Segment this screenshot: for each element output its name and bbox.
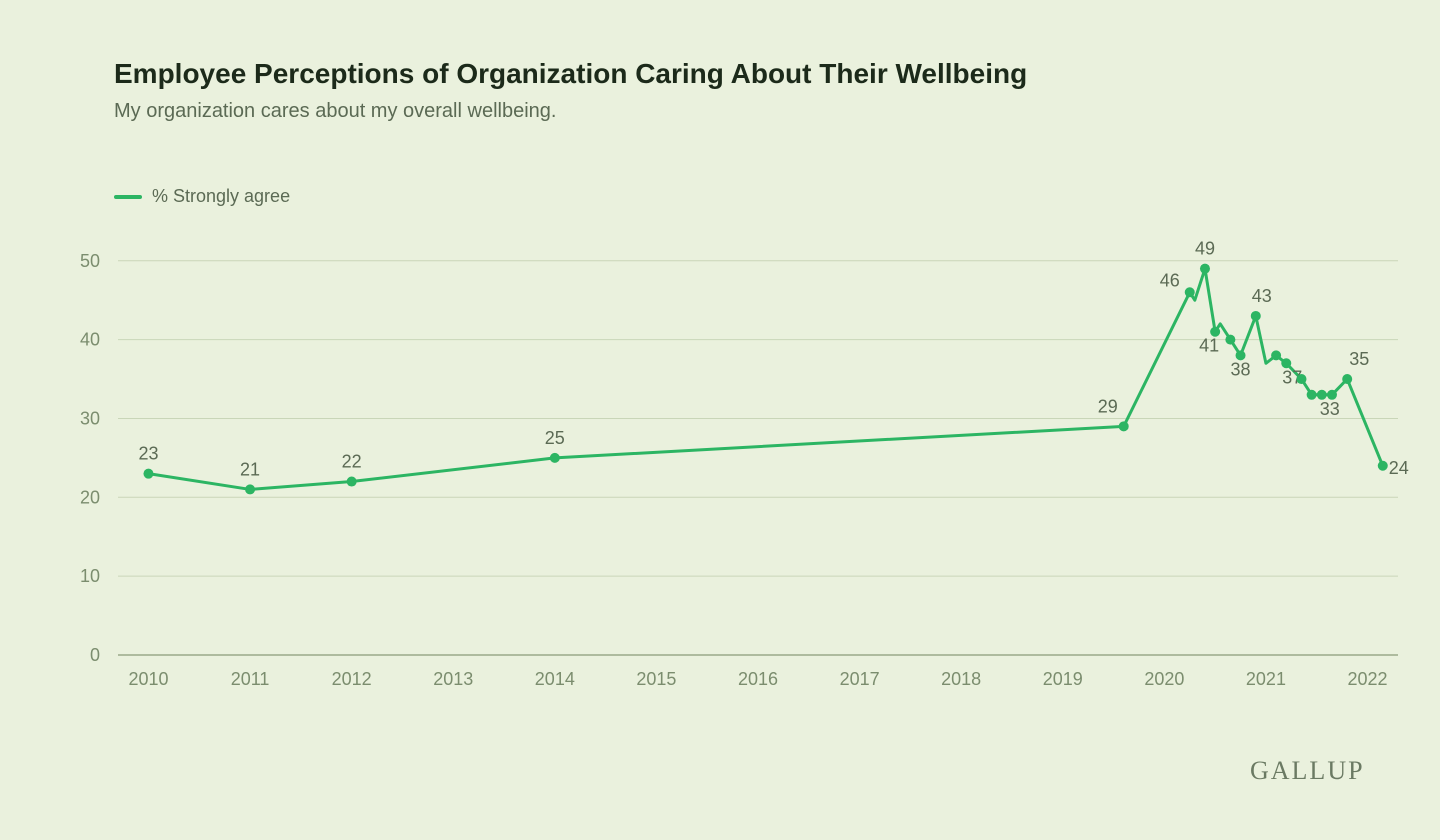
- data-point: [1296, 374, 1306, 384]
- data-point: [1327, 390, 1337, 400]
- data-label: 38: [1231, 359, 1251, 379]
- y-tick-label: 30: [80, 408, 100, 428]
- x-tick-label: 2011: [231, 669, 270, 689]
- data-point: [1200, 264, 1210, 274]
- data-point: [1251, 311, 1261, 321]
- data-label: 41: [1199, 336, 1219, 356]
- data-point: [1307, 390, 1317, 400]
- data-point: [1271, 350, 1281, 360]
- data-label: 22: [342, 452, 362, 472]
- x-tick-label: 2016: [738, 669, 778, 689]
- chart-container: Employee Perceptions of Organization Car…: [0, 0, 1440, 840]
- data-label: 21: [240, 459, 260, 479]
- data-point: [245, 484, 255, 494]
- y-tick-label: 0: [90, 645, 100, 665]
- x-tick-label: 2018: [941, 669, 981, 689]
- data-point: [550, 453, 560, 463]
- data-point: [1378, 461, 1388, 471]
- y-tick-label: 50: [80, 251, 100, 271]
- data-label: 35: [1349, 349, 1369, 369]
- x-tick-label: 2022: [1348, 669, 1388, 689]
- data-point: [143, 469, 153, 479]
- data-label: 49: [1195, 239, 1215, 259]
- x-tick-label: 2021: [1246, 669, 1286, 689]
- x-tick-label: 2017: [840, 669, 880, 689]
- data-label: 24: [1389, 458, 1409, 478]
- x-tick-label: 2019: [1043, 669, 1083, 689]
- data-point: [347, 477, 357, 487]
- data-label: 23: [138, 444, 158, 464]
- x-tick-label: 2015: [636, 669, 676, 689]
- x-tick-label: 2010: [128, 669, 168, 689]
- data-label: 25: [545, 428, 565, 448]
- data-point: [1225, 335, 1235, 345]
- series-line: [148, 269, 1382, 490]
- data-label: 46: [1160, 270, 1180, 290]
- x-tick-label: 2012: [332, 669, 372, 689]
- x-tick-label: 2014: [535, 669, 575, 689]
- chart-plot-svg: 0 10 20 30 40 50 2010 2011 2012 2013 2014 2015 2016 2…: [0, 0, 1440, 840]
- data-point: [1185, 287, 1195, 297]
- x-tick-label: 2013: [433, 669, 473, 689]
- brand-logo: GALLUP: [1250, 756, 1365, 786]
- data-label: 33: [1320, 399, 1340, 419]
- data-label: 43: [1252, 286, 1272, 306]
- y-tick-label: 20: [80, 487, 100, 507]
- y-tick-label: 40: [80, 330, 100, 350]
- data-point: [1119, 421, 1129, 431]
- y-tick-label: 10: [80, 566, 100, 586]
- data-label: 29: [1098, 396, 1118, 416]
- data-point: [1342, 374, 1352, 384]
- x-tick-label: 2020: [1144, 669, 1184, 689]
